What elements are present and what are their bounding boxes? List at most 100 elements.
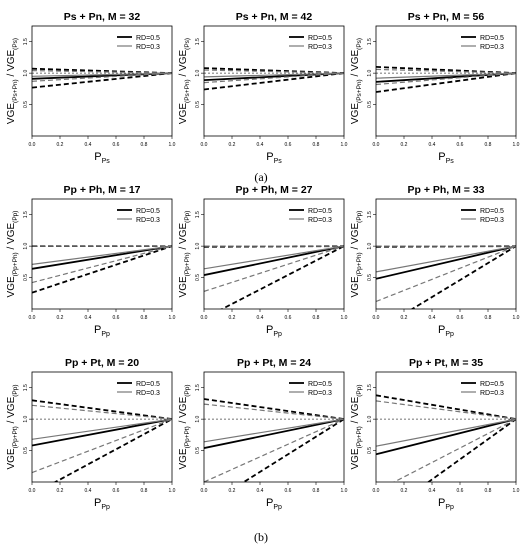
chart-title: Ps + Pn, M = 56 xyxy=(408,11,485,23)
x-tick-label: 0.6 xyxy=(457,315,464,321)
y-tick-label: 1.5 xyxy=(23,384,29,391)
series-line-1 xyxy=(32,418,172,447)
series-group xyxy=(204,398,344,482)
x-axis-label-main: P xyxy=(266,497,273,509)
legend-label: RD=0.5 xyxy=(480,208,504,215)
chart-panel-4: Pp + Ph, M = 17 0.0 0.2 0.4 0.6 0.8 1.0 0.5 1.0 1… xyxy=(6,184,176,338)
x-axis-label-sub: Ps xyxy=(274,158,283,165)
y-tick-label: 1.5 xyxy=(195,211,201,218)
y-axis-label: VGE(Pp+Ph) / VGE(Pp) xyxy=(178,211,191,298)
legend-label: RD=0.5 xyxy=(136,208,160,215)
series-line-5 xyxy=(32,72,172,82)
y-tick-label: 0.5 xyxy=(23,101,29,108)
y-axis-label: VGE(Ps+Pn) / VGE(Ps) xyxy=(178,38,191,124)
series-line-1 xyxy=(204,418,344,449)
y-axis-label-sub2: (Pp) xyxy=(356,211,363,223)
legend-label: RD=0.3 xyxy=(480,390,504,397)
series-line-4 xyxy=(32,245,172,265)
y-axis-label-sub2: (Ps) xyxy=(12,38,19,50)
chart-title: Ps + Pn, M = 32 xyxy=(64,11,141,23)
x-tick-label: 0.8 xyxy=(485,142,492,148)
x-tick-label: 0.6 xyxy=(113,488,120,494)
y-axis-label-main: VGE xyxy=(350,448,361,469)
legend-label: RD=0.5 xyxy=(308,381,332,388)
x-tick-label: 0.4 xyxy=(257,488,264,494)
x-tick-label: 0.6 xyxy=(457,142,464,148)
series-group xyxy=(32,245,172,294)
y-tick-label: 0.5 xyxy=(23,447,29,454)
x-axis-label-sub: Pp xyxy=(101,331,110,338)
x-tick-label: 0.2 xyxy=(229,488,236,494)
y-axis-label-mid: / VGE xyxy=(6,223,17,253)
y-axis-label-mid: / VGE xyxy=(6,396,17,426)
x-tick-label: 1.0 xyxy=(513,488,520,494)
series-line-5 xyxy=(376,245,516,303)
x-tick-label: 0.0 xyxy=(373,315,380,321)
chart-title: Pp + Ph, M = 33 xyxy=(407,184,484,196)
y-axis-label: VGE(Pp+Ph) / VGE(Pp) xyxy=(6,211,19,298)
figure-canvas: Ps + Pn, M = 32 0.0 0.2 0.4 0.6 0.8 1.0 0.5 1.0 1… xyxy=(6,11,520,511)
series-line-6 xyxy=(32,70,172,74)
y-tick-label: 0.5 xyxy=(195,447,201,454)
x-tick-label: 0.0 xyxy=(373,488,380,494)
series-line-2 xyxy=(53,418,172,482)
chart-panel-3: Ps + Pn, M = 56 0.0 0.2 0.4 0.6 0.8 1.0 0.5 1.0 1… xyxy=(350,11,520,165)
y-axis-label-mid: / VGE xyxy=(178,223,189,253)
series-group xyxy=(32,67,172,89)
series-line-5 xyxy=(392,418,516,482)
y-axis-label: VGE(Ps+Pn) / VGE(Ps) xyxy=(350,38,363,124)
x-tick-label: 0.4 xyxy=(429,488,436,494)
x-axis-label-main: P xyxy=(438,324,445,336)
x-tick-label: 1.0 xyxy=(341,488,348,494)
x-tick-label: 0.6 xyxy=(457,488,464,494)
y-tick-label: 0.5 xyxy=(367,447,373,454)
legend-label: RD=0.5 xyxy=(480,35,504,42)
x-tick-label: 0.2 xyxy=(401,488,408,494)
y-axis-label-sub2: (Ps) xyxy=(356,38,363,50)
series-line-1 xyxy=(376,245,516,280)
y-axis-label-sub1: (Ps+Pn) xyxy=(356,79,363,103)
series-line-4 xyxy=(204,418,344,443)
series-line-4 xyxy=(204,245,344,270)
plot-frame xyxy=(31,198,173,310)
series-line-6 xyxy=(376,68,516,74)
y-axis-label-sub2: (Pp) xyxy=(12,211,19,223)
x-tick-label: 0.8 xyxy=(485,315,492,321)
legend-label: RD=0.5 xyxy=(308,35,332,42)
plot-frame xyxy=(31,371,173,483)
y-axis-label-main: VGE xyxy=(178,276,189,297)
y-axis-label: VGE(Pp+Pt) / VGE(Pp) xyxy=(6,384,19,469)
x-axis-label-sub: Pp xyxy=(445,331,454,338)
series-line-3 xyxy=(376,394,516,420)
x-tick-label: 1.0 xyxy=(169,315,176,321)
y-axis-label-main: VGE xyxy=(178,103,189,124)
chart-panel-2: Ps + Pn, M = 42 0.0 0.2 0.4 0.6 0.8 1.0 0.5 1.0 1… xyxy=(178,11,348,165)
chart-panel-7: Pp + Pt, M = 20 0.0 0.2 0.4 0.6 0.8 1.0 0.5 1.0 1… xyxy=(6,357,176,511)
legend-label: RD=0.5 xyxy=(136,381,160,388)
x-tick-label: 0.0 xyxy=(29,142,36,148)
plot-frame xyxy=(375,25,517,137)
y-tick-label: 1.0 xyxy=(367,69,373,76)
x-tick-label: 0.0 xyxy=(201,315,208,321)
x-axis-label-main: P xyxy=(94,324,101,336)
y-axis-label-mid: / VGE xyxy=(350,396,361,426)
y-axis-label-sub1: (Pp+Ph) xyxy=(184,252,191,276)
chart-title: Pp + Pt, M = 24 xyxy=(237,357,311,369)
x-axis-label-main: P xyxy=(438,151,445,163)
y-tick-label: 0.5 xyxy=(195,274,201,281)
legend-label: RD=0.3 xyxy=(308,44,332,51)
series-line-6 xyxy=(376,400,516,420)
chart-panel-5: Pp + Ph, M = 27 0.0 0.2 0.4 0.6 0.8 1.0 0.5 1.0 1… xyxy=(178,184,348,338)
y-axis-label: VGE(Ps+Pn) / VGE(Ps) xyxy=(6,38,19,124)
series-line-5 xyxy=(204,418,344,482)
series-line-5 xyxy=(204,245,344,292)
x-axis-label-sub: Pp xyxy=(273,504,282,511)
x-tick-label: 0.8 xyxy=(313,488,320,494)
x-axis-label: PPp xyxy=(94,324,110,338)
x-axis-label: PPp xyxy=(266,497,282,511)
x-tick-label: 1.0 xyxy=(513,142,520,148)
x-axis-label-main: P xyxy=(94,151,101,163)
x-tick-label: 0.0 xyxy=(201,142,208,148)
x-axis-label-sub: Ps xyxy=(446,158,455,165)
y-axis-label-mid: / VGE xyxy=(350,50,361,80)
